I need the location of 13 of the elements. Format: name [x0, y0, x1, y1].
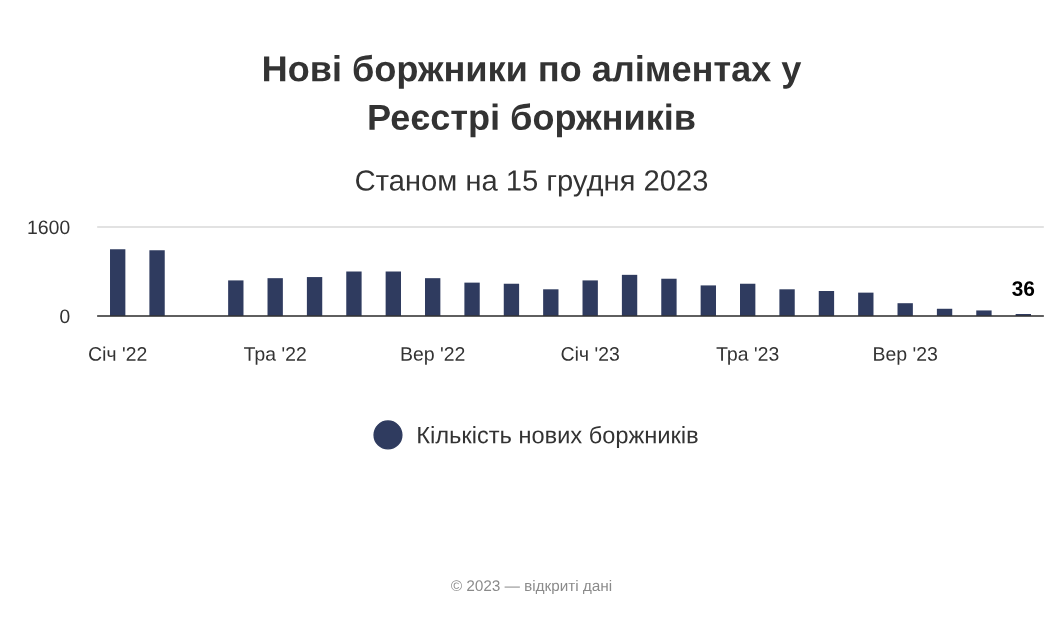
x-tick-label: Тра '22	[244, 347, 306, 365]
x-tick-label: Січ '23	[561, 346, 619, 361]
x-tick-label: Тра '23	[716, 347, 779, 365]
chart-title: Нові боржники по аліментах у Реєстрі боржників	[264, 54, 802, 138]
text: © 2023 — відкриті дані	[451, 579, 612, 595]
x-tick-label: Січ '22	[89, 346, 147, 361]
y-tick-label: 1600	[28, 220, 70, 235]
data-label: 36	[1012, 281, 1035, 297]
chart-subtitle: Станом на 15 грудня 2023	[356, 170, 708, 197]
x-tick-label: Вер '23	[874, 347, 937, 365]
y-tick-label: 0	[60, 309, 70, 324]
legend-label: Кількість нових боржників	[418, 425, 698, 449]
x-tick-label: Вер '22	[401, 347, 465, 365]
